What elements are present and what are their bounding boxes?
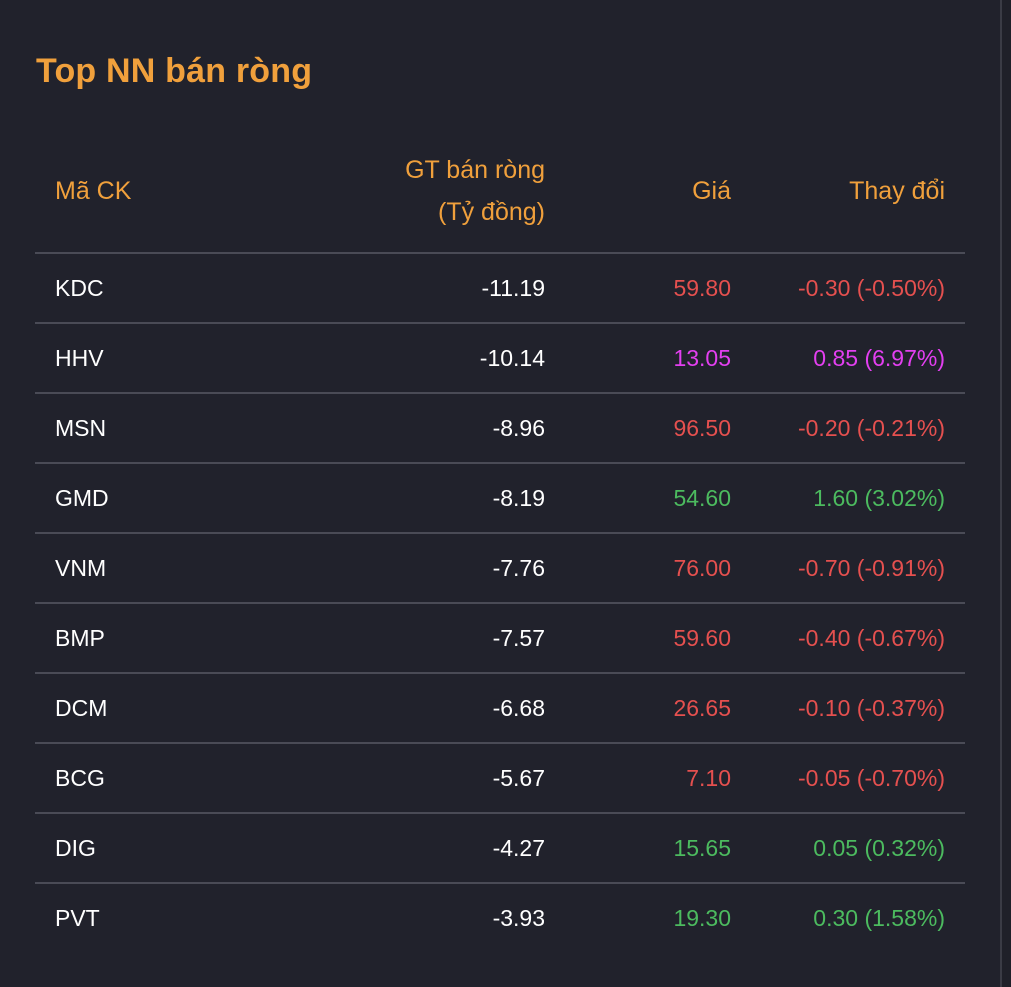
change-cell: -0.10 (-0.37%) [751,673,965,744]
price-cell: 59.60 [565,603,751,674]
net-sell-table: Mã CK GT bán ròng (Tỷ đồng) Giá Thay đổi… [35,130,965,952]
net-value-cell: -6.68 [265,673,565,744]
price-cell: 26.65 [565,673,751,744]
table-row[interactable]: HHV -10.14 13.05 0.85 (6.97%) [35,323,965,394]
net-value-cell: -7.57 [265,603,565,674]
panel-edge-divider [1000,0,1002,987]
symbol-cell: MSN [35,393,265,464]
header-change[interactable]: Thay đổi [751,130,965,254]
change-cell: -0.20 (-0.21%) [751,393,965,464]
change-cell: 0.05 (0.32%) [751,813,965,884]
net-value-cell: -8.19 [265,463,565,534]
price-cell: 7.10 [565,743,751,814]
price-cell: 13.05 [565,323,751,394]
change-cell: -0.05 (-0.70%) [751,743,965,814]
price-cell: 59.80 [565,253,751,324]
change-cell: 0.30 (1.58%) [813,904,945,931]
table-row[interactable]: KDC -11.19 59.80 -0.30 (-0.50%) [35,253,965,324]
panel-title: Top NN bán ròng [36,52,313,90]
change-cell: -0.40 (-0.67%) [751,603,965,674]
symbol-cell: KDC [35,253,265,324]
table-row[interactable]: DCM -6.68 26.65 -0.10 (-0.37%) [35,673,965,744]
net-value-cell: -3.93 [492,904,545,931]
table-header-row: Mã CK GT bán ròng (Tỷ đồng) Giá Thay đổi [35,130,965,254]
change-cell: -0.30 (-0.50%) [751,253,965,324]
symbol-cell: GMD [35,463,265,534]
change-cell: 1.60 (3.02%) [751,463,965,534]
symbol-cell: DIG [35,813,265,884]
change-cell: 0.85 (6.97%) [751,323,965,394]
header-symbol[interactable]: Mã CK [35,130,265,254]
change-cell: -0.70 (-0.91%) [751,533,965,604]
table-row[interactable]: VNM -7.76 76.00 -0.70 (-0.91%) [35,533,965,604]
price-cell: 15.65 [565,813,751,884]
net-value-cell: -4.27 [265,813,565,884]
header-net-value-line1: GT bán ròng [405,156,545,184]
price-cell: 54.60 [565,463,751,534]
symbol-cell: DCM [35,673,265,744]
table-row[interactable]: MSN -8.96 96.50 -0.20 (-0.21%) [35,393,965,464]
net-value-cell: -8.96 [265,393,565,464]
header-price[interactable]: Giá [565,130,751,254]
table-row[interactable]: DIG -4.27 15.65 0.05 (0.32%) [35,813,965,884]
price-cell: 76.00 [565,533,751,604]
net-value-cell: -5.67 [265,743,565,814]
net-value-cell: -11.19 [265,253,565,324]
table-row[interactable]: BCG -5.67 7.10 -0.05 (-0.70%) [35,743,965,814]
symbol-cell: VNM [35,533,265,604]
table-row[interactable]: BMP -7.57 59.60 -0.40 (-0.67%) [35,603,965,674]
table-row[interactable]: PVT -3.93 19.30 0.30 (1.58%) [35,883,965,952]
symbol-cell: PVT [55,904,100,931]
table-row[interactable]: GMD -8.19 54.60 1.60 (3.02%) [35,463,965,534]
price-cell: 19.30 [673,904,731,931]
symbol-cell: BCG [35,743,265,814]
price-cell: 96.50 [565,393,751,464]
header-net-value-line2: (Tỷ đồng) [438,198,545,226]
symbol-cell: BMP [35,603,265,674]
header-net-value[interactable]: GT bán ròng (Tỷ đồng) [265,130,565,254]
net-value-cell: -10.14 [265,323,565,394]
symbol-cell: HHV [35,323,265,394]
net-value-cell: -7.76 [265,533,565,604]
